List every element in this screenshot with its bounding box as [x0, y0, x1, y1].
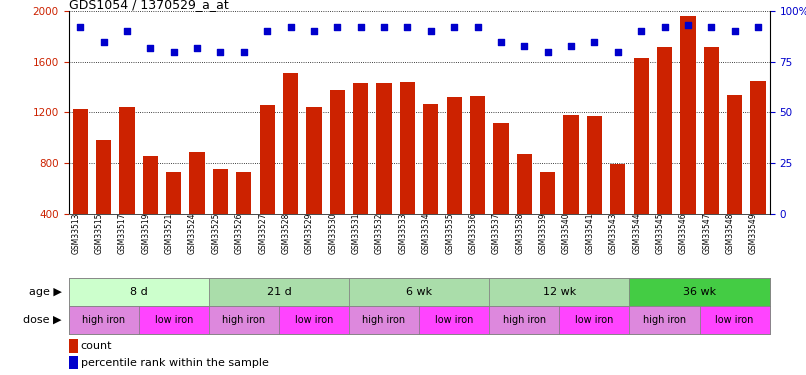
Bar — [563, 115, 579, 264]
Point — [542, 49, 555, 55]
Bar — [69, 306, 139, 334]
Point — [121, 28, 134, 34]
Point — [752, 24, 765, 30]
Bar — [209, 306, 279, 334]
Bar — [236, 172, 251, 264]
Point — [448, 24, 461, 30]
Bar — [634, 58, 649, 264]
Point — [471, 24, 484, 30]
Text: low iron: low iron — [295, 315, 333, 325]
Bar — [470, 96, 485, 264]
Text: high iron: high iron — [222, 315, 265, 325]
Bar — [283, 73, 298, 264]
Point — [401, 24, 414, 30]
Bar — [423, 104, 438, 264]
Bar — [213, 170, 228, 264]
Bar — [189, 152, 205, 264]
Text: low iron: low iron — [435, 315, 473, 325]
Text: 12 wk: 12 wk — [542, 286, 576, 297]
Bar — [419, 306, 489, 334]
Bar — [447, 97, 462, 264]
Point — [238, 49, 251, 55]
Bar — [400, 82, 415, 264]
Text: low iron: low iron — [575, 315, 613, 325]
Point — [588, 39, 601, 45]
Point — [682, 22, 695, 28]
Bar — [306, 107, 322, 264]
Bar — [540, 172, 555, 264]
Bar — [489, 278, 629, 306]
Point — [74, 24, 87, 30]
Bar — [610, 164, 625, 264]
Bar — [629, 306, 700, 334]
Bar — [727, 95, 742, 264]
Point — [377, 24, 391, 30]
Text: dose ▶: dose ▶ — [23, 315, 61, 325]
Bar — [143, 156, 158, 264]
Bar — [680, 16, 696, 264]
Bar — [96, 140, 111, 264]
Point — [495, 39, 508, 45]
Bar — [587, 116, 602, 264]
Text: 36 wk: 36 wk — [683, 286, 717, 297]
Bar — [69, 278, 209, 306]
Point — [424, 28, 437, 34]
Bar — [260, 105, 275, 264]
Bar — [657, 46, 672, 264]
Text: high iron: high iron — [643, 315, 686, 325]
Point — [729, 28, 742, 34]
Bar — [119, 107, 135, 264]
Point — [144, 45, 157, 51]
Point — [658, 24, 671, 30]
Bar — [559, 306, 629, 334]
Text: GDS1054 / 1370529_a_at: GDS1054 / 1370529_a_at — [69, 0, 228, 11]
Bar — [349, 306, 419, 334]
Text: 6 wk: 6 wk — [406, 286, 432, 297]
Point — [97, 39, 110, 45]
Bar — [517, 154, 532, 264]
Point — [214, 49, 227, 55]
Bar — [69, 339, 78, 352]
Point — [564, 43, 577, 49]
Text: low iron: low iron — [155, 315, 193, 325]
Text: low iron: low iron — [716, 315, 754, 325]
Bar — [704, 46, 719, 264]
Bar — [166, 172, 181, 264]
Text: percentile rank within the sample: percentile rank within the sample — [81, 358, 268, 368]
Bar — [629, 278, 770, 306]
Point — [308, 28, 321, 34]
Bar — [349, 278, 489, 306]
Bar — [700, 306, 770, 334]
Point — [635, 28, 648, 34]
Bar — [209, 278, 349, 306]
Text: high iron: high iron — [363, 315, 405, 325]
Bar — [750, 81, 766, 264]
Point — [355, 24, 368, 30]
Bar — [330, 90, 345, 264]
Text: high iron: high iron — [82, 315, 125, 325]
Point — [518, 43, 531, 49]
Point — [284, 24, 297, 30]
Text: count: count — [81, 341, 112, 351]
Bar — [489, 306, 559, 334]
Bar — [69, 356, 78, 369]
Bar — [493, 123, 509, 264]
Point — [704, 24, 718, 30]
Point — [331, 24, 344, 30]
Bar — [73, 109, 88, 264]
Text: 21 d: 21 d — [267, 286, 291, 297]
Point — [190, 45, 203, 51]
Text: age ▶: age ▶ — [29, 286, 61, 297]
Point — [261, 28, 274, 34]
Bar — [279, 306, 349, 334]
Point — [168, 49, 181, 55]
Bar — [139, 306, 209, 334]
Point — [612, 49, 625, 55]
Text: high iron: high iron — [503, 315, 546, 325]
Bar — [353, 83, 368, 264]
Bar — [376, 83, 392, 264]
Text: 8 d: 8 d — [130, 286, 147, 297]
